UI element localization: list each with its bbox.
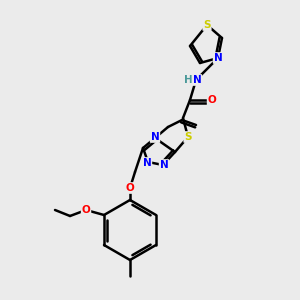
Text: N: N <box>151 132 159 142</box>
Text: O: O <box>82 205 90 215</box>
Text: N: N <box>214 53 222 63</box>
Text: O: O <box>126 183 134 193</box>
Text: N: N <box>142 158 152 168</box>
Text: N: N <box>193 75 201 85</box>
Text: S: S <box>184 132 192 142</box>
Text: S: S <box>203 20 211 30</box>
Text: O: O <box>208 95 216 105</box>
Text: N: N <box>160 160 168 170</box>
Text: H: H <box>184 75 192 85</box>
